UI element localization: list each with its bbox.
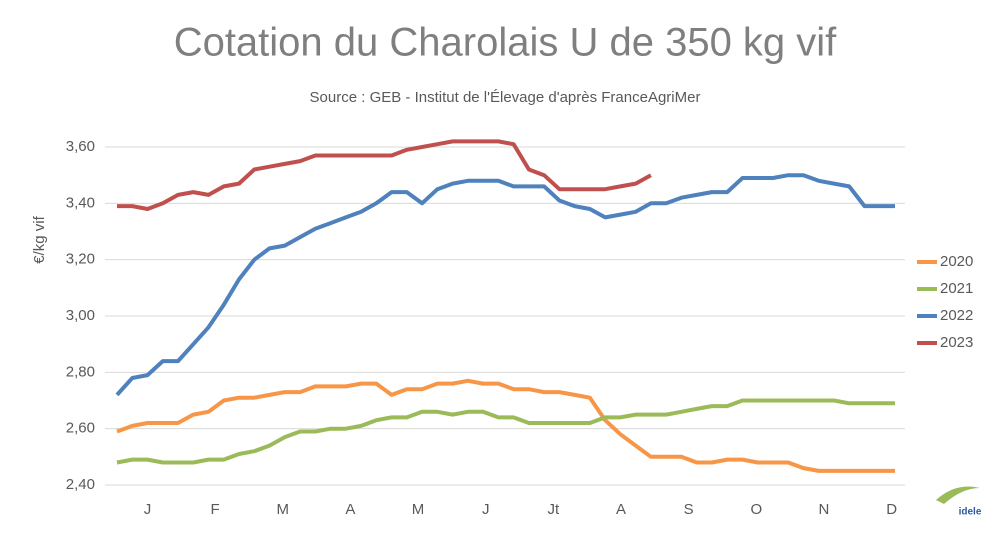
x-tick-label: S — [684, 501, 694, 518]
x-tick-label: D — [886, 501, 897, 518]
x-tick-label: F — [211, 501, 220, 518]
y-tick-label: 3,00 — [66, 307, 95, 324]
x-tick-label: J — [144, 501, 152, 518]
y-axis-label: €/kg vif — [31, 215, 48, 263]
y-tick-label: 3,40 — [66, 194, 95, 211]
y-tick-label: 2,80 — [66, 363, 95, 380]
x-tick-label: Jt — [548, 501, 561, 518]
logo: idele — [959, 507, 982, 518]
y-tick-label: 2,40 — [66, 476, 95, 493]
y-tick-label: 3,60 — [66, 138, 95, 155]
x-tick-label: M — [276, 501, 289, 518]
logo-mark — [936, 486, 980, 504]
x-tick-label: M — [412, 501, 425, 518]
x-tick-label: N — [819, 501, 830, 518]
chart-subtitle: Source : GEB - Institut de l'Élevage d'a… — [310, 89, 701, 106]
y-tick-label: 3,20 — [66, 251, 95, 268]
legend-label: 2021 — [940, 280, 973, 297]
legend-label: 2023 — [940, 334, 973, 351]
series-line — [116, 378, 895, 473]
y-tick-label: 2,60 — [66, 420, 95, 437]
legend-label: 2020 — [940, 253, 973, 270]
x-tick-label: A — [345, 501, 355, 518]
chart-title: Cotation du Charolais U de 350 kg vif — [174, 21, 837, 65]
legend-label: 2022 — [940, 307, 973, 324]
series-line — [115, 173, 895, 397]
series-line — [116, 398, 895, 465]
x-tick-label: A — [616, 501, 626, 518]
series-line — [117, 139, 652, 211]
x-tick-label: J — [482, 501, 490, 518]
x-tick-label: O — [750, 501, 762, 518]
